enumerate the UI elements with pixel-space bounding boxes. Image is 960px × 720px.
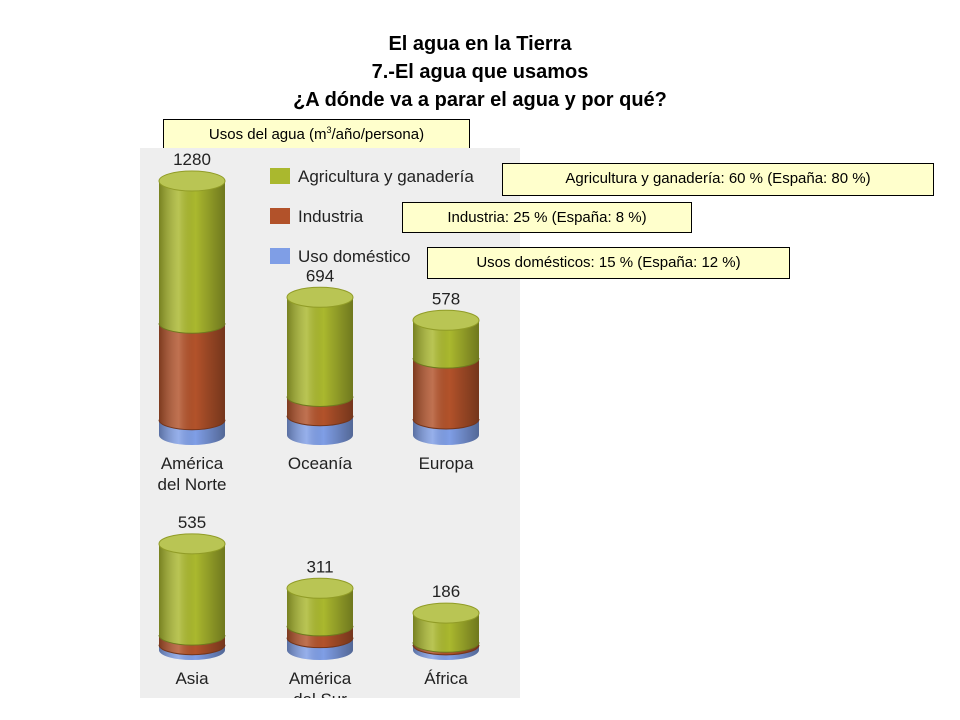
legend-item-industria: Industria bbox=[270, 207, 364, 226]
value-label: 186 bbox=[432, 582, 460, 601]
segment-edge-agricultura bbox=[412, 358, 480, 369]
note-agriculture: Agricultura y ganadería: 60 % (España: 8… bbox=[502, 163, 934, 196]
segment-edge-industria bbox=[286, 637, 354, 649]
legend-swatch-industria bbox=[270, 208, 290, 224]
segment-industria bbox=[158, 323, 226, 431]
cylinder-0: 1280 América del Norte bbox=[158, 150, 227, 494]
segment-domestico bbox=[287, 637, 353, 660]
segment-industria bbox=[412, 642, 480, 656]
segment-shading-industria bbox=[413, 642, 479, 655]
title-line-2: 7.-El agua que usamos bbox=[371, 61, 589, 83]
chart-panel: Agricultura y ganadería Industria Uso domé… bbox=[140, 148, 520, 698]
segment-shading-industria bbox=[159, 323, 225, 430]
chart-unit-suffix: /año/persona) bbox=[331, 126, 425, 143]
segment-edge-industria bbox=[412, 418, 480, 430]
cylinder-1: 694 Oceanía bbox=[286, 266, 354, 473]
cylinder-top bbox=[412, 602, 480, 624]
value-label: 1280 bbox=[173, 150, 211, 169]
segment-shading-domestico bbox=[413, 644, 479, 660]
segment-edge-industria bbox=[158, 644, 226, 656]
category-label: Europa bbox=[419, 454, 474, 473]
title-line-3: ¿A dónde va a parar el agua y por qué? bbox=[293, 89, 667, 111]
legend-label-industria: Industria bbox=[298, 207, 364, 226]
segment-domestico bbox=[287, 415, 353, 445]
cylinder-top bbox=[412, 309, 480, 331]
segment-edge-agricultura bbox=[158, 635, 226, 646]
page-title: El agua en la Tierra 7.-El agua que usam… bbox=[0, 30, 960, 114]
segment-industria bbox=[158, 635, 226, 656]
segment-shading-domestico bbox=[159, 419, 225, 445]
chart-unit-prefix: Usos del agua (m bbox=[208, 126, 327, 143]
segment-agricultura bbox=[286, 588, 354, 637]
legend-item-agricultura: Agricultura y ganadería bbox=[270, 167, 474, 186]
segment-shading-domestico bbox=[287, 637, 353, 660]
legend: Agricultura y ganadería Industria Uso domé… bbox=[270, 167, 474, 266]
category-label: del Norte bbox=[158, 475, 227, 494]
chart-unit-label: Usos del agua (m3/año/persona) bbox=[163, 119, 470, 150]
category-label: del Sur bbox=[293, 690, 347, 698]
segment-shading-agricultura bbox=[413, 613, 479, 653]
legend-item-domestico: Uso doméstico bbox=[270, 247, 410, 266]
legend-swatch-agricultura bbox=[270, 168, 290, 184]
segment-edge-agricultura bbox=[412, 642, 480, 653]
legend-swatch-domestico bbox=[270, 248, 290, 264]
segment-domestico bbox=[159, 644, 225, 660]
segment-shading-agricultura bbox=[159, 543, 225, 646]
segment-industria bbox=[286, 625, 354, 649]
segment-shading-domestico bbox=[413, 418, 479, 445]
segment-shading-industria bbox=[159, 635, 225, 655]
segment-edge-industria bbox=[158, 419, 226, 431]
segment-industria bbox=[412, 358, 480, 430]
cylinder-2: 578 Europa bbox=[412, 289, 480, 473]
cylinder-top bbox=[286, 286, 354, 308]
note-industry: Industria: 25 % (España: 8 %) bbox=[402, 202, 692, 233]
cylinder-top bbox=[286, 577, 354, 599]
value-label: 694 bbox=[306, 266, 334, 285]
segment-shading-agricultura bbox=[287, 297, 353, 407]
cylinder-top bbox=[158, 170, 226, 192]
segment-domestico bbox=[413, 418, 479, 445]
cylinder-4: 311 América del Sur bbox=[286, 557, 354, 698]
segment-agricultura bbox=[286, 297, 354, 407]
stacked-cylinder-chart: Agricultura y ganadería Industria Uso domé… bbox=[158, 150, 480, 698]
segment-industria bbox=[286, 396, 354, 427]
segment-edge-agricultura bbox=[286, 625, 354, 637]
legend-label-domestico: Uso doméstico bbox=[298, 247, 410, 266]
segment-shading-agricultura bbox=[159, 181, 225, 334]
value-label: 578 bbox=[432, 289, 460, 308]
segment-shading-industria bbox=[287, 625, 353, 648]
segment-domestico bbox=[159, 419, 225, 445]
cylinder-5: 186 África bbox=[412, 582, 480, 688]
segment-agricultura bbox=[158, 181, 226, 334]
segment-agricultura bbox=[412, 320, 480, 369]
category-label: África bbox=[424, 669, 468, 688]
segment-shading-agricultura bbox=[287, 588, 353, 636]
segment-domestico bbox=[413, 644, 479, 660]
segment-edge-industria bbox=[286, 415, 354, 427]
note-domestic: Usos domésticos: 15 % (España: 12 %) bbox=[427, 247, 790, 279]
value-label: 535 bbox=[178, 513, 206, 532]
value-label: 311 bbox=[306, 557, 333, 576]
segment-shading-domestico bbox=[287, 415, 353, 445]
segment-edge-industria bbox=[412, 644, 480, 656]
category-label: América bbox=[289, 669, 352, 688]
cylinder-top bbox=[158, 533, 226, 555]
category-label: Oceanía bbox=[288, 454, 353, 473]
legend-label-agricultura: Agricultura y ganadería bbox=[298, 167, 474, 186]
category-label: América bbox=[161, 454, 224, 473]
segment-agricultura bbox=[412, 613, 480, 653]
cylinder-3: 535 Asia bbox=[158, 513, 226, 688]
segment-shading-industria bbox=[287, 396, 353, 426]
segment-shading-agricultura bbox=[413, 320, 479, 369]
segment-shading-industria bbox=[413, 358, 479, 429]
chart-unit-sup: 3 bbox=[326, 125, 332, 135]
category-label: Asia bbox=[175, 669, 209, 688]
segment-edge-agricultura bbox=[286, 396, 354, 407]
segment-agricultura bbox=[158, 543, 226, 646]
segment-edge-agricultura bbox=[158, 323, 226, 334]
title-line-1: El agua en la Tierra bbox=[388, 33, 572, 55]
segment-shading-domestico bbox=[159, 644, 225, 660]
